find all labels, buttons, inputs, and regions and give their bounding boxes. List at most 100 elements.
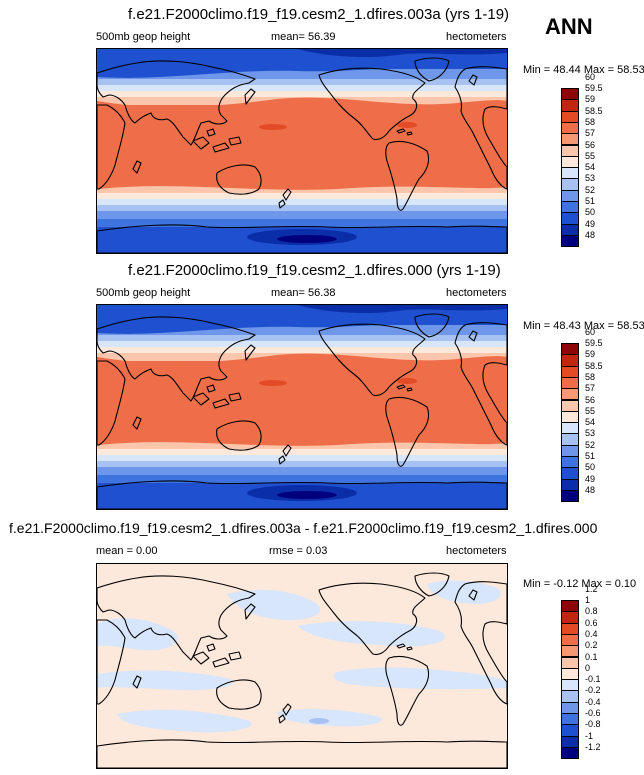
coastline (244, 88, 256, 105)
colorbar-box (561, 600, 579, 613)
colorbar-label: 55 (585, 150, 596, 161)
colorbar-box (561, 212, 579, 225)
contour-band (97, 105, 507, 183)
colorbar-label: 58 (585, 116, 596, 127)
coastline (97, 619, 126, 705)
colorbar-label: 58 (585, 371, 596, 382)
contour-band (97, 670, 234, 691)
contour-band (97, 193, 507, 199)
contour-band (97, 199, 507, 205)
colorbar-label: 50 (585, 462, 596, 473)
coastline (396, 384, 413, 392)
colorbar-box (561, 343, 579, 356)
colorbar-box (561, 388, 579, 401)
contour-band (97, 437, 507, 446)
contour-max (259, 124, 287, 130)
contour-band (97, 219, 507, 227)
colorbar-box (561, 645, 579, 658)
colorbar-box (561, 622, 579, 635)
colorbar-box (561, 667, 579, 681)
contour-band (97, 205, 507, 211)
coastline (97, 360, 126, 446)
colorbar-box (561, 489, 579, 503)
coastline (414, 57, 450, 82)
colorbar-box (561, 88, 579, 101)
panel-3-units: hectometers (446, 545, 507, 557)
colorbar-box (561, 656, 579, 669)
colorbar-box (561, 133, 579, 146)
colorbar-box (561, 144, 579, 157)
panel-1-units: hectometers (446, 31, 507, 43)
coastline (244, 603, 256, 620)
coastline (385, 396, 430, 467)
colorbar-label: 60 (585, 71, 596, 82)
contour-band (97, 49, 507, 78)
contour-max (397, 378, 417, 384)
coastline (396, 643, 413, 651)
colorbar-label: 56 (585, 394, 596, 405)
coastline (318, 323, 426, 397)
colorbar-box (561, 376, 579, 390)
colorbar-box (561, 110, 579, 123)
panel-1-map-svg (97, 49, 507, 253)
coastline (97, 575, 256, 661)
colorbar-box (561, 444, 579, 457)
contour-band (97, 467, 507, 475)
colorbar-label: -0.8 (585, 719, 601, 730)
coastline (192, 384, 242, 409)
colorbar-label: 49 (585, 473, 596, 484)
coastline (414, 572, 450, 597)
contour-band (117, 709, 252, 733)
coastline (468, 74, 478, 86)
contour-band (97, 305, 507, 334)
coastline (278, 188, 292, 209)
contour-band (97, 461, 507, 467)
colorbar-label: 0.1 (585, 651, 598, 662)
coastline (244, 344, 256, 361)
coastline (192, 128, 242, 153)
coastline (385, 140, 430, 211)
colorbar-label: 54 (585, 417, 596, 428)
panel-2-variable: 500mb geop height (96, 287, 191, 299)
contour-band (97, 69, 507, 79)
colorbar-label: 52 (585, 439, 596, 450)
contour-band (97, 347, 507, 353)
colorbar-box (561, 422, 579, 435)
colorbar-box (561, 99, 579, 112)
colorbar-label: 49 (585, 218, 596, 229)
panel-2-units: hectometers (446, 287, 507, 299)
contour-band (297, 621, 445, 647)
contour-band (97, 618, 178, 651)
coastline (97, 60, 256, 146)
coastline (278, 444, 292, 465)
contour-band (333, 667, 507, 690)
colorbar-box (561, 167, 579, 180)
colorbar-box (561, 713, 579, 726)
colorbar-box (561, 433, 579, 446)
colorbar-box (561, 365, 579, 378)
colorbar-label: 60 (585, 326, 596, 337)
coastline (216, 679, 262, 710)
coastline (396, 128, 413, 136)
coastline (132, 416, 142, 430)
colorbar-label: 55 (585, 405, 596, 416)
colorbar-label: -0.2 (585, 685, 601, 696)
panel-2-mean: mean= 56.38 (271, 287, 336, 299)
colorbar-label: 57 (585, 128, 596, 139)
contour-band (97, 475, 507, 483)
panel-1-variable: 500mb geop height (96, 31, 191, 43)
colorbar-label: 53 (585, 428, 596, 439)
coastline (97, 316, 256, 402)
colorbar-box (561, 735, 579, 748)
colorbar-label: 1.2 (585, 583, 598, 594)
coastline (97, 739, 507, 768)
coastline (318, 582, 426, 656)
colorbar-box (561, 201, 579, 214)
contour-band (97, 455, 507, 461)
colorbar-box (561, 223, 579, 236)
panel-1-minmax: Min = 48.44 Max = 58.53 (523, 64, 644, 76)
colorbar-label: 59 (585, 349, 596, 360)
coastline (468, 589, 478, 601)
panel-3-mean: mean = 0.00 (96, 545, 158, 557)
colorbar-box (561, 467, 579, 480)
